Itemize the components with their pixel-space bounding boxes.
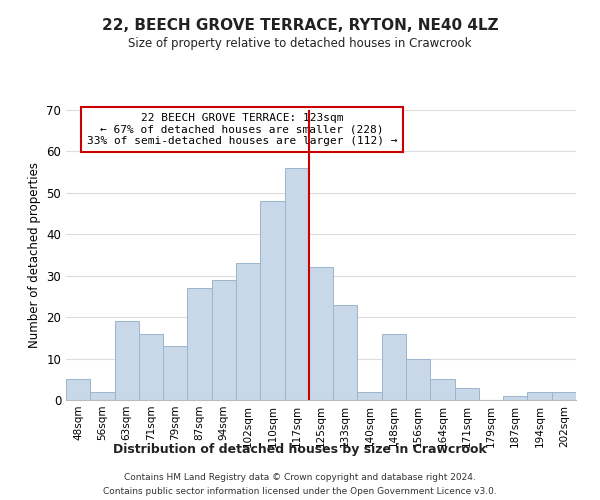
Bar	[284, 168, 309, 400]
Bar	[406, 358, 430, 400]
Text: Distribution of detached houses by size in Crawcrook: Distribution of detached houses by size …	[113, 442, 487, 456]
Bar	[90, 392, 115, 400]
Text: Contains HM Land Registry data © Crown copyright and database right 2024.: Contains HM Land Registry data © Crown c…	[124, 472, 476, 482]
Bar	[503, 396, 527, 400]
Text: 22, BEECH GROVE TERRACE, RYTON, NE40 4LZ: 22, BEECH GROVE TERRACE, RYTON, NE40 4LZ	[101, 18, 499, 32]
Bar	[309, 268, 333, 400]
Text: 22 BEECH GROVE TERRACE: 123sqm
← 67% of detached houses are smaller (228)
33% of: 22 BEECH GROVE TERRACE: 123sqm ← 67% of …	[86, 113, 397, 146]
Bar	[333, 304, 358, 400]
Bar	[163, 346, 187, 400]
Bar	[358, 392, 382, 400]
Y-axis label: Number of detached properties: Number of detached properties	[28, 162, 41, 348]
Bar	[382, 334, 406, 400]
Text: Size of property relative to detached houses in Crawcrook: Size of property relative to detached ho…	[128, 38, 472, 51]
Bar	[139, 334, 163, 400]
Bar	[187, 288, 212, 400]
Text: Contains public sector information licensed under the Open Government Licence v3: Contains public sector information licen…	[103, 488, 497, 496]
Bar	[430, 380, 455, 400]
Bar	[115, 322, 139, 400]
Bar	[552, 392, 576, 400]
Bar	[236, 264, 260, 400]
Bar	[527, 392, 552, 400]
Bar	[455, 388, 479, 400]
Bar	[260, 201, 284, 400]
Bar	[212, 280, 236, 400]
Bar	[66, 380, 90, 400]
